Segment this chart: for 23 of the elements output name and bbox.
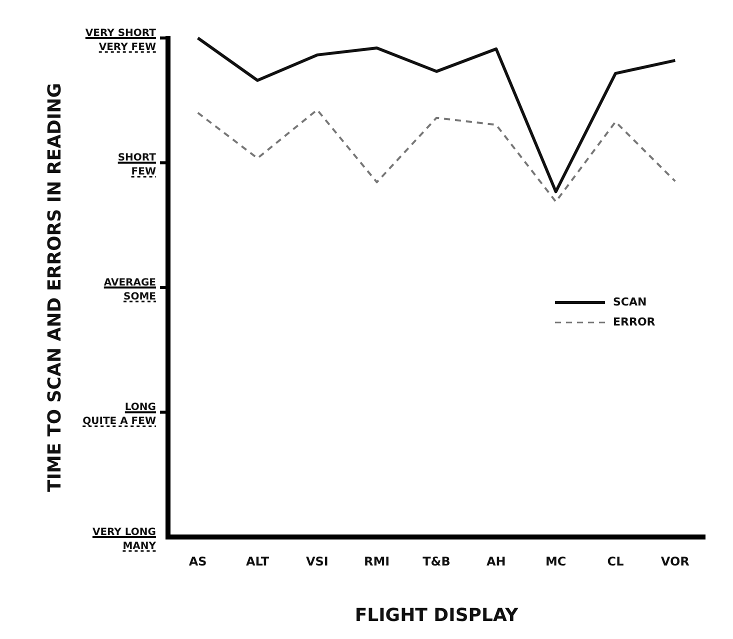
text: FEW: [131, 166, 156, 178]
x-tick-label: ALT: [246, 554, 270, 568]
text: QUITE A FEW: [82, 416, 156, 428]
text: VERY LONG: [92, 527, 156, 538]
legend-label: SCAN: [613, 295, 647, 308]
text: TIME TO SCAN AND ERRORS IN READING: [44, 83, 66, 492]
legend-label: ERROR: [613, 315, 656, 328]
x-tick-label: VSI: [306, 554, 328, 568]
x-tick-label: T&B: [422, 554, 450, 568]
text: SHORT: [118, 152, 156, 164]
x-tick-label: RMI: [364, 554, 390, 568]
x-tick-label: VOR: [660, 554, 690, 568]
text: LONG: [124, 402, 156, 414]
text: MANY: [122, 541, 157, 552]
x-axis-title: FLIGHT DISPLAY: [354, 604, 520, 626]
x-tick-label: AH: [486, 554, 506, 568]
text: SOME: [124, 291, 156, 302]
x-tick-label: CL: [607, 554, 624, 568]
x-tick-label: AS: [188, 554, 207, 568]
text: VERY SHORT: [85, 28, 156, 39]
x-tick-label: MC: [545, 554, 566, 568]
text: VERY FEW: [98, 42, 156, 53]
text: AVERAGE: [104, 277, 156, 288]
